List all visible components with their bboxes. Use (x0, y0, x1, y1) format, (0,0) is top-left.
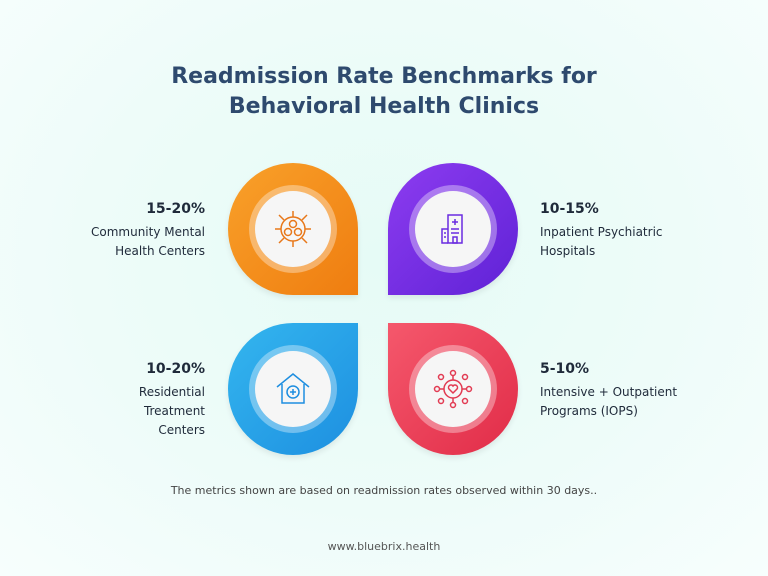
range: 10-15% (540, 201, 599, 217)
label: Community Mental Health Centers (91, 225, 205, 258)
drop-red (388, 323, 518, 455)
hospital-icon (441, 214, 463, 244)
programs-icon (433, 369, 473, 409)
item-text: 5-10% Intensive + Outpatient Programs (I… (540, 361, 720, 421)
range: 15-20% (146, 201, 205, 217)
drop-blue (228, 323, 358, 455)
icon-circle (255, 351, 331, 427)
residential-icon (276, 373, 310, 404)
label: Residential Treatment Centers (138, 385, 205, 437)
item-text: 10-20% Residential Treatment Centers (25, 361, 205, 440)
item-text: 10-15% Inpatient Psychiatric Hospitals (540, 201, 720, 261)
drop-purple (388, 163, 518, 295)
title: Readmission Rate Benchmarks for Behavior… (171, 64, 597, 119)
drop-orange (228, 163, 358, 295)
icon-circle (415, 191, 491, 267)
label: Inpatient Psychiatric Hospitals (540, 225, 663, 258)
range: 10-20% (146, 361, 205, 377)
website: www.bluebrix.health (327, 540, 441, 553)
icon-circle (415, 351, 491, 427)
range: 5-10% (540, 361, 590, 377)
community-icon (275, 211, 311, 247)
item-text: 15-20% Community Mental Health Centers (25, 201, 205, 261)
icon-circle (255, 191, 331, 267)
label: Intensive + Outpatient Programs (IOPS) (540, 385, 678, 418)
footnote: The metrics shown are based on readmissi… (170, 484, 598, 497)
